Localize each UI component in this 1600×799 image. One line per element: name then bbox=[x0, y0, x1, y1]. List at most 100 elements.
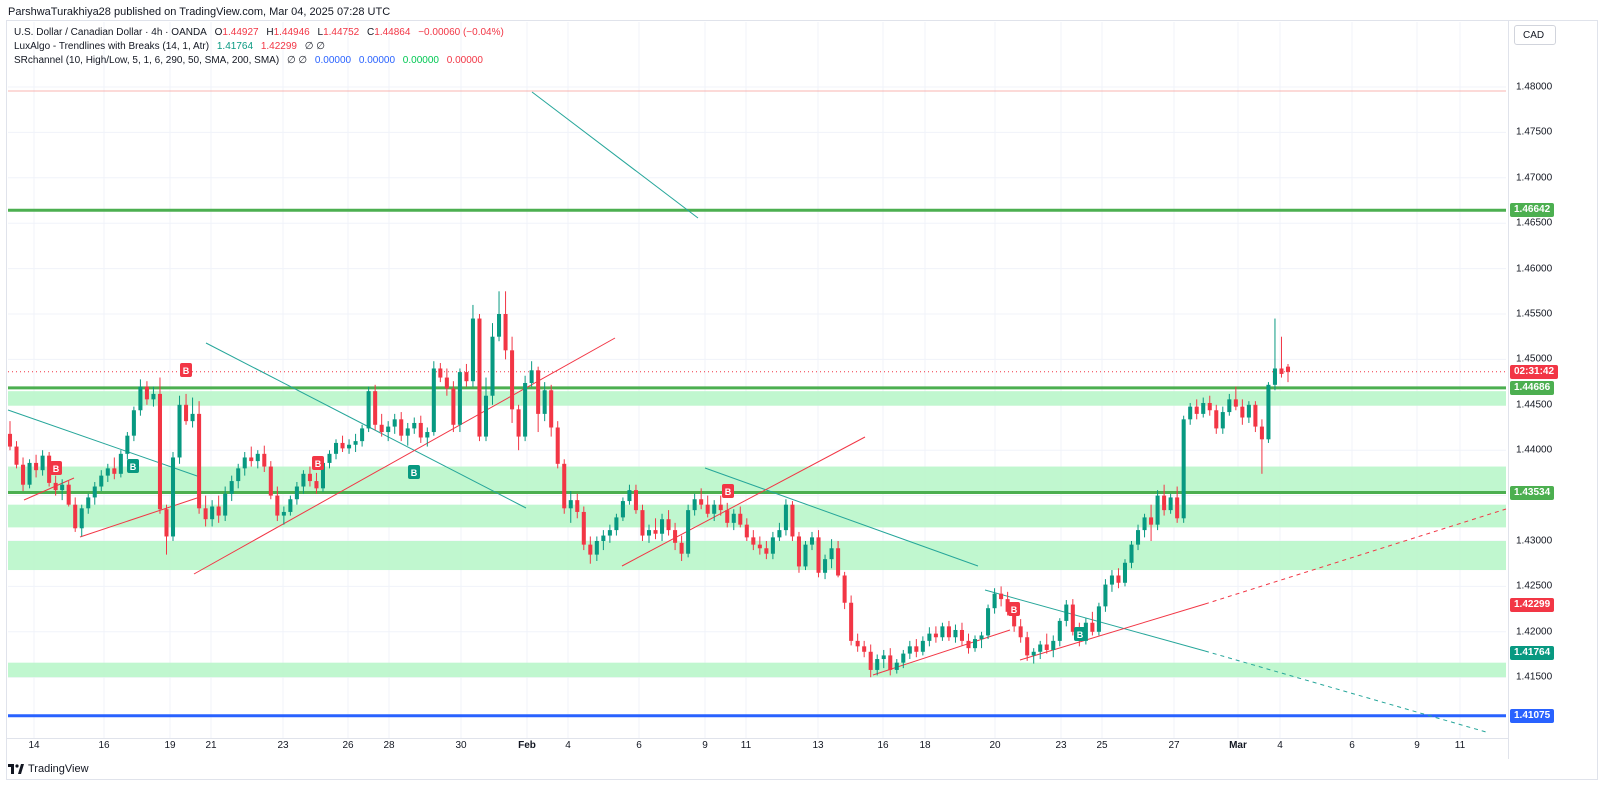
indicator2-value3: 0.00000 bbox=[402, 55, 439, 66]
candle-body bbox=[1051, 640, 1056, 650]
candle-body bbox=[516, 409, 521, 437]
trendline-resistance bbox=[7, 409, 201, 478]
price-tick-label: 1.43000 bbox=[1516, 535, 1553, 547]
candle-body bbox=[431, 368, 436, 433]
candle-body bbox=[79, 508, 84, 529]
candle-body bbox=[705, 504, 710, 514]
candle-body bbox=[692, 499, 697, 511]
price-tick-label: 1.41500 bbox=[1516, 671, 1553, 683]
candle-body bbox=[862, 646, 867, 652]
candle-body bbox=[966, 640, 971, 649]
candle-body bbox=[320, 462, 326, 489]
candle-body bbox=[1227, 399, 1232, 413]
candle-body bbox=[894, 662, 899, 670]
indicator2-value2: 0.00000 bbox=[358, 55, 396, 66]
break-label-text: B bbox=[315, 459, 322, 469]
candle-body bbox=[607, 530, 612, 536]
candle-body bbox=[1162, 495, 1167, 511]
time-tick-label: 30 bbox=[455, 740, 467, 751]
candle-body bbox=[744, 524, 749, 538]
candle-body bbox=[542, 390, 547, 414]
candle-body bbox=[1005, 599, 1010, 612]
indicator2-name[interactable]: SRchannel (10, High/Low, 5, 1, 6, 290, 5… bbox=[14, 55, 280, 66]
candle-body bbox=[34, 462, 39, 471]
ohlc-open: O1.44927 bbox=[214, 27, 259, 38]
candle-body bbox=[660, 519, 665, 534]
candle-body bbox=[340, 442, 345, 449]
sr-zone bbox=[8, 391, 1506, 406]
candle-body bbox=[197, 413, 202, 509]
candle-body bbox=[1038, 644, 1043, 652]
symbol-name[interactable]: U.S. Dollar / Canadian Dollar · 4h · OAN… bbox=[14, 27, 207, 38]
trendline-support bbox=[193, 337, 616, 575]
candle-body bbox=[738, 513, 743, 525]
break-label-marker bbox=[50, 461, 62, 475]
candle-body bbox=[1090, 622, 1095, 632]
candle-body bbox=[920, 640, 925, 652]
candle-body bbox=[666, 519, 671, 531]
candle-body bbox=[229, 481, 234, 494]
candle-body bbox=[379, 424, 384, 433]
price-tick-label: 1.46500 bbox=[1516, 217, 1553, 229]
candle-body bbox=[1057, 620, 1062, 641]
candle-body bbox=[712, 504, 717, 514]
candle-body bbox=[1168, 497, 1173, 511]
candle-body bbox=[614, 517, 619, 531]
candle-body bbox=[503, 314, 508, 351]
candle-body bbox=[999, 593, 1004, 600]
price-badge: 1.46642 bbox=[1510, 203, 1555, 218]
candle-body bbox=[907, 646, 912, 654]
tradingview-brand[interactable]: TradingView bbox=[8, 763, 89, 775]
candle-body bbox=[620, 501, 625, 518]
brand-label: TradingView bbox=[28, 763, 89, 775]
break-label-marker bbox=[408, 465, 420, 479]
time-tick-label: 11 bbox=[740, 740, 752, 751]
time-tick-label: 4 bbox=[565, 740, 571, 751]
sr-zone bbox=[8, 466, 1506, 492]
candle-body bbox=[1109, 575, 1114, 585]
candle-body bbox=[112, 468, 117, 474]
currency-button[interactable]: CAD bbox=[1514, 25, 1556, 45]
indicator1-name[interactable]: LuxAlgo - Trendlines with Breaks (14, 1,… bbox=[14, 41, 210, 52]
break-label-marker bbox=[1008, 602, 1020, 616]
candle-body bbox=[946, 626, 951, 638]
candle-body bbox=[842, 575, 847, 603]
candle-body bbox=[718, 504, 723, 511]
time-tick-label: 16 bbox=[98, 740, 110, 751]
candle-body bbox=[301, 473, 306, 487]
candle-body bbox=[190, 413, 195, 422]
candle-body bbox=[1012, 611, 1017, 627]
candle-body bbox=[1246, 404, 1251, 418]
break-label-text: B bbox=[130, 462, 137, 472]
candle-body bbox=[438, 368, 443, 378]
candle-body bbox=[640, 510, 645, 536]
candle-body bbox=[868, 651, 873, 670]
price-tick-label: 1.44500 bbox=[1516, 399, 1553, 411]
candle-body bbox=[1155, 495, 1160, 525]
break-label-text: B bbox=[183, 366, 190, 376]
price-badge: 1.44686 bbox=[1510, 380, 1555, 395]
break-label-text: B bbox=[1011, 605, 1018, 615]
indicator1-legend[interactable]: LuxAlgo - Trendlines with Breaks (14, 1,… bbox=[14, 41, 330, 52]
candle-body bbox=[27, 462, 32, 485]
candle-body bbox=[823, 559, 828, 573]
indicator2-legend[interactable]: SRchannel (10, High/Low, 5, 1, 6, 290, 5… bbox=[14, 55, 488, 66]
candle-body bbox=[562, 463, 567, 509]
candle-body bbox=[1116, 575, 1121, 583]
trendline-support bbox=[23, 477, 75, 501]
candle-body bbox=[477, 318, 482, 437]
candle-body bbox=[288, 499, 293, 512]
candle-body bbox=[47, 455, 52, 483]
candle-body bbox=[73, 504, 78, 529]
candle-body bbox=[836, 548, 841, 576]
symbol-legend[interactable]: U.S. Dollar / Canadian Dollar · 4h · OAN… bbox=[14, 27, 509, 38]
candle-body bbox=[809, 537, 815, 545]
candle-body bbox=[1103, 584, 1108, 607]
time-tick-label: 23 bbox=[1055, 740, 1067, 751]
candle-body bbox=[294, 486, 299, 500]
ohlc-close: C1.44864 bbox=[367, 27, 411, 38]
candle-body bbox=[60, 484, 65, 491]
candle-body bbox=[86, 497, 91, 509]
